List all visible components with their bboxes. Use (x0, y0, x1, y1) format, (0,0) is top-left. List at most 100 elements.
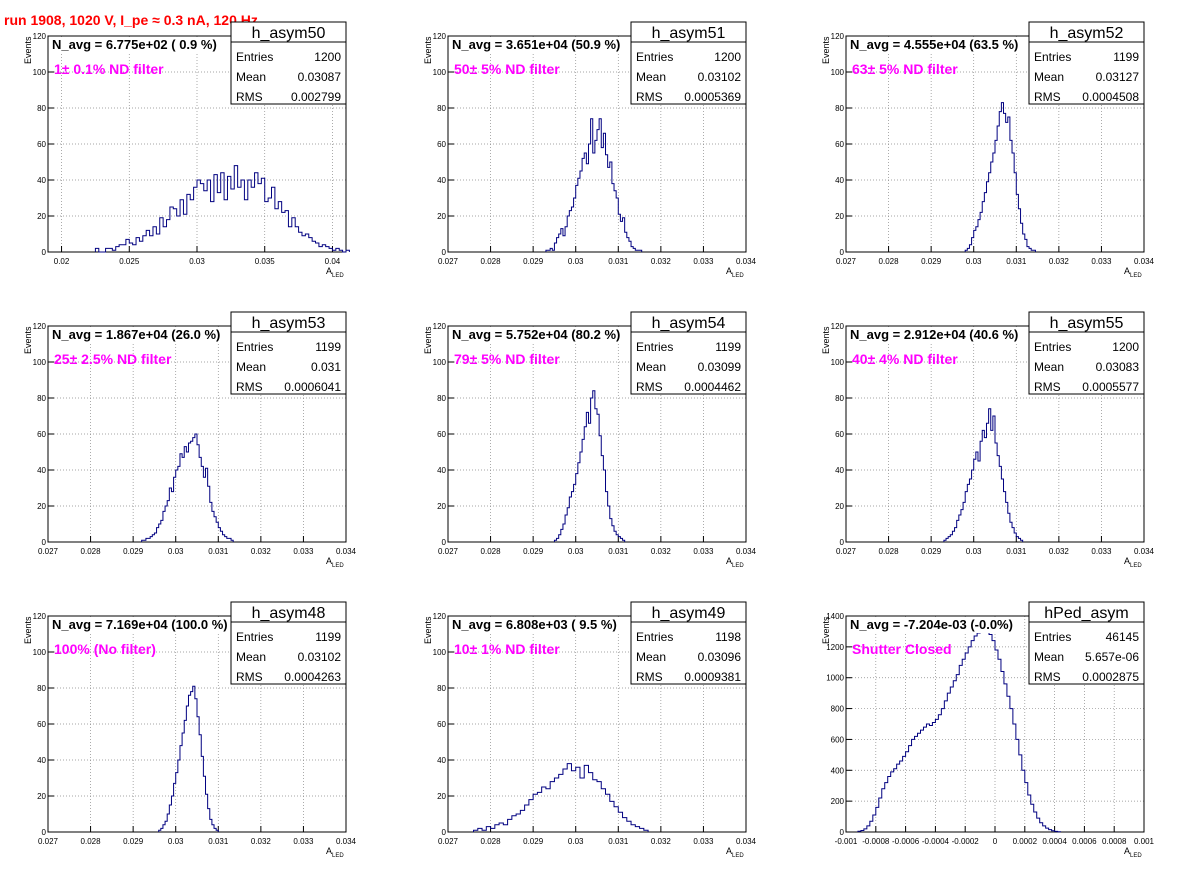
stats-value: 5.657e-06 (1085, 650, 1139, 664)
filter-note: 63± 5% ND filter (852, 61, 958, 77)
y-tick-label: 100 (433, 68, 447, 77)
y-tick-label: 40 (37, 756, 46, 765)
histogram-line (964, 102, 1036, 252)
x-tick-label: 0.031 (208, 837, 229, 846)
histogram-panel-h_asym53: 0.027 0.028 0.029 0.03 0.031 0.032 0.033 0.034 0… (23, 311, 357, 569)
x-tick-label: 0.0004 (1042, 837, 1067, 846)
stats-box: h_asym48 Entries 1199 Mean 0.03102 RMS 0.00042… (230, 601, 347, 685)
stats-box: h_asym54 Entries 1199 Mean 0.03099 RMS 0.00044… (630, 311, 747, 395)
stats-value: 0.031 (311, 360, 341, 374)
stats-name: h_asym49 (652, 605, 726, 622)
stats-value: 1200 (1112, 340, 1139, 354)
x-tick-label: 0.03 (568, 547, 584, 556)
stats-frame (230, 311, 347, 395)
y-tick-label: 0 (840, 538, 845, 547)
y-tick-label: 20 (835, 502, 844, 511)
y-tick-label: 60 (437, 140, 446, 149)
y-tick-label: 20 (37, 212, 46, 221)
stats-value: 0.0004462 (684, 380, 741, 394)
y-axis-label: Events (821, 36, 831, 64)
stats-box: h_asym52 Entries 1199 Mean 0.03127 RMS 0.00045… (1028, 21, 1145, 105)
y-tick-label: 120 (33, 32, 47, 41)
y-tick-label: 0 (840, 828, 845, 837)
y-tick-label: 100 (433, 358, 447, 367)
x-tick-label: 0.032 (651, 257, 672, 266)
stats-label: RMS (236, 670, 263, 684)
plot-frame (47, 35, 347, 253)
x-tick-label: 0.029 (523, 837, 544, 846)
x-tick-label: 0.03 (966, 257, 982, 266)
stats-label: Mean (1034, 70, 1064, 84)
stats-label: Mean (636, 360, 666, 374)
y-axis-label: Events (23, 36, 33, 64)
x-tick-label: 0.031 (1006, 547, 1027, 556)
stats-label: RMS (636, 380, 663, 394)
navg-text: N_avg = 5.752e+04 (80.2 %) (452, 327, 620, 342)
y-tick-label: 80 (835, 394, 844, 403)
stats-value: 0.0005369 (684, 90, 741, 104)
x-axis-label: ALED (1124, 846, 1142, 859)
x-tick-label: 0.028 (481, 547, 502, 556)
y-tick-label: 40 (437, 756, 446, 765)
x-tick-label: -0.0006 (892, 837, 920, 846)
y-axis-label: Events (23, 326, 33, 354)
histogram-line (545, 118, 643, 252)
y-tick-label: 100 (831, 68, 845, 77)
y-axis-label: Events (423, 326, 433, 354)
stats-value: 0.0002875 (1082, 670, 1139, 684)
x-tick-label: 0.029 (523, 257, 544, 266)
stats-frame (1028, 601, 1145, 685)
stats-name: h_asym53 (252, 315, 326, 332)
x-tick-label: 0.0006 (1072, 837, 1097, 846)
y-tick-label: 0 (42, 248, 47, 257)
stats-value: 1200 (714, 50, 741, 64)
x-tick-label: 0.03 (168, 837, 184, 846)
plot-frame (447, 35, 747, 253)
stats-label: Entries (1034, 340, 1071, 354)
x-tick-label: 0.032 (651, 837, 672, 846)
plot-frame (845, 615, 1145, 833)
y-tick-label: 40 (437, 176, 446, 185)
y-tick-label: 1400 (826, 612, 844, 621)
histogram-panel-h_asym50: 0.02 0.025 0.03 0.035 0.04 0 20 40 60 80 100 120Eve… (23, 21, 350, 279)
filter-note: 100% (No filter) (54, 641, 156, 657)
y-tick-label: 0 (840, 248, 845, 257)
stats-label: RMS (236, 380, 263, 394)
stats-label: Mean (236, 70, 266, 84)
histogram-panel-h_asym54: 0.027 0.028 0.029 0.03 0.031 0.032 0.033 0.034 0… (423, 311, 757, 569)
y-tick-label: 100 (831, 358, 845, 367)
y-tick-label: 600 (831, 735, 845, 744)
x-tick-label: 0.027 (836, 547, 857, 556)
x-tick-label: 0.033 (693, 257, 714, 266)
y-tick-label: 100 (33, 358, 47, 367)
histogram-panel-h_asym49: 0.027 0.028 0.029 0.03 0.031 0.032 0.033 0.034 0… (423, 601, 757, 859)
navg-box (847, 37, 1024, 53)
x-tick-label: 0.034 (736, 257, 757, 266)
y-tick-label: 40 (37, 176, 46, 185)
stats-value: 0.0004263 (284, 670, 341, 684)
histogram-line (553, 390, 626, 542)
stats-value: 1200 (314, 50, 341, 64)
histogram-panel-h_asym48: 0.027 0.028 0.029 0.03 0.031 0.032 0.033 0.034 0… (23, 601, 357, 859)
stats-label: Entries (236, 50, 273, 64)
x-tick-label: 0.0008 (1102, 837, 1127, 846)
stats-value: 0.03102 (698, 70, 742, 84)
y-tick-label: 40 (37, 466, 46, 475)
plot-frame (845, 325, 1145, 543)
histogram-panel-h_asym52: 0.027 0.028 0.029 0.03 0.031 0.032 0.033 0.034 0… (821, 21, 1155, 279)
x-tick-label: 0.033 (693, 547, 714, 556)
stats-label: Entries (236, 340, 273, 354)
y-tick-label: 100 (433, 648, 447, 657)
stats-value: 0.03096 (698, 650, 742, 664)
y-tick-label: 60 (37, 430, 46, 439)
filter-note: Shutter Closed (852, 641, 952, 657)
y-tick-label: 20 (437, 502, 446, 511)
stats-label: Mean (236, 360, 266, 374)
stats-name: hPed_asym (1044, 605, 1129, 622)
y-tick-label: 100 (33, 68, 47, 77)
y-tick-label: 80 (37, 394, 46, 403)
x-tick-label: 0.0002 (1013, 837, 1038, 846)
x-tick-label: 0.033 (293, 837, 314, 846)
stats-label: Entries (1034, 50, 1071, 64)
navg-text: N_avg = 1.867e+04 (26.0 %) (52, 327, 220, 342)
